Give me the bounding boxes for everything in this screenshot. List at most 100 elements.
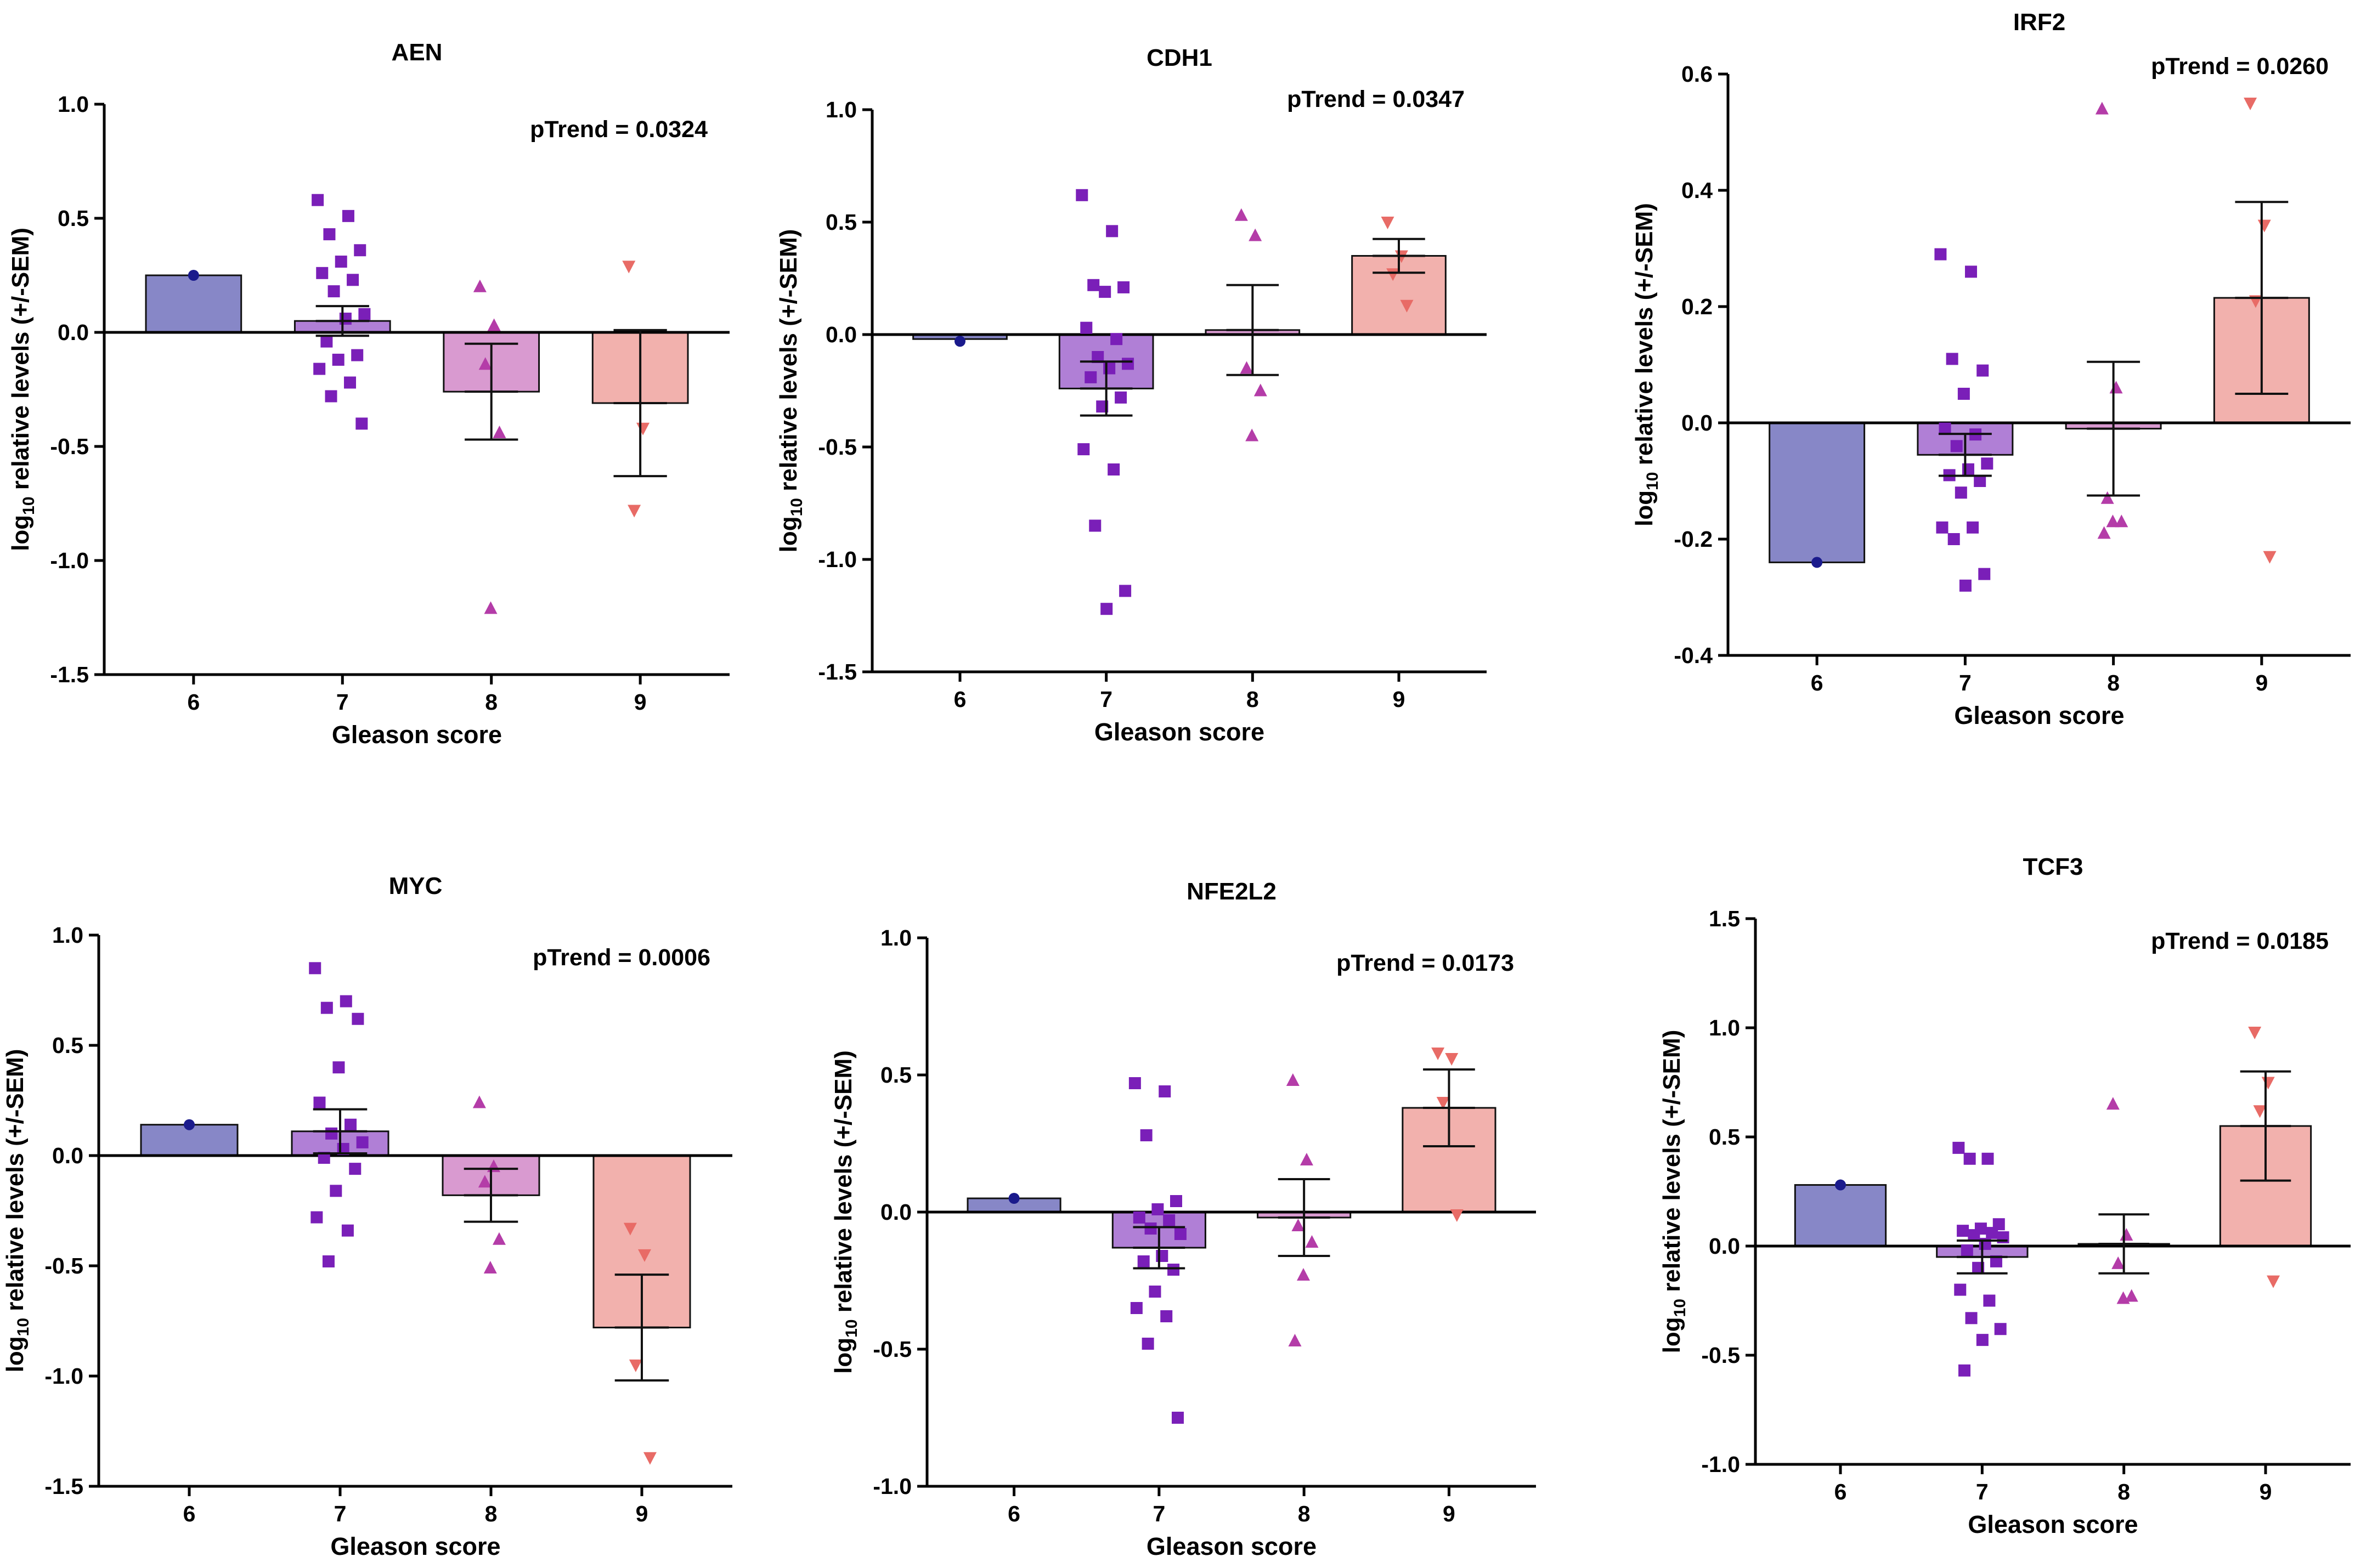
data-point-gleason-8	[2115, 514, 2128, 528]
data-point-gleason-7	[1990, 1255, 2002, 1267]
data-point-gleason-8	[1240, 361, 1253, 374]
data-point-gleason-7	[1128, 1077, 1141, 1089]
x-tick-label: 7	[336, 689, 349, 715]
data-point-gleason-7	[310, 1211, 323, 1224]
y-axis-label: log10 relative levels (+/-SEM)	[1631, 203, 1662, 527]
chart-title: IRF2	[2013, 9, 2065, 36]
data-point-gleason-7	[1163, 1214, 1176, 1226]
data-point-gleason-9	[1400, 299, 1414, 313]
data-point-gleason-7	[327, 285, 340, 298]
data-point-gleason-7	[1981, 1152, 1994, 1165]
data-point-gleason-7	[342, 210, 354, 222]
data-point-gleason-7	[1976, 364, 1989, 377]
error-bar-gleason-9	[2235, 201, 2289, 395]
error-bar-gleason-8	[1278, 1178, 1330, 1257]
data-point-gleason-7	[318, 1152, 330, 1164]
data-point-gleason-7	[1160, 1310, 1173, 1322]
error-bar-gleason-8	[465, 342, 518, 441]
data-point-gleason-7	[354, 244, 366, 257]
data-point-gleason-8	[1288, 1334, 1302, 1346]
chart-title: NFE2L2	[1187, 878, 1277, 905]
data-point-gleason-7	[1974, 475, 1986, 487]
data-point-gleason-9	[643, 1452, 657, 1465]
data-point-gleason-9	[2253, 1105, 2267, 1118]
data-point-gleason-7	[320, 1001, 333, 1014]
data-point-gleason-8	[478, 357, 492, 370]
data-point-gleason-7	[351, 349, 364, 361]
error-bar-gleason-7	[1080, 360, 1133, 417]
y-tick-label: 0.0	[1681, 410, 1713, 435]
data-point-gleason-7	[1954, 1283, 1967, 1296]
error-bar-gleason-7	[1957, 1239, 2008, 1275]
data-point-gleason-8	[2120, 1228, 2133, 1241]
y-tick-label: 0.5	[826, 210, 857, 235]
data-point-gleason-7	[1968, 1229, 1980, 1242]
data-point-gleason-6	[1008, 1193, 1020, 1204]
data-point-gleason-9	[622, 261, 636, 274]
data-point-gleason-7	[1115, 391, 1127, 404]
error-bar-gleason-7	[1938, 433, 1992, 477]
data-point-gleason-7	[1986, 1227, 1998, 1239]
data-point-gleason-9	[2261, 1077, 2275, 1090]
data-point-gleason-7	[1149, 1286, 1161, 1298]
error-bar-gleason-7	[1133, 1226, 1185, 1270]
ptrend-label: pTrend = 0.0324	[530, 116, 708, 143]
chart-panel-nfe2l2: NFE2L2 pTrend = 0.0173 -1.0 -0.5 0.0 0.5 1.0 6 7…	[830, 878, 1536, 1560]
x-axis-label: Gleason score	[332, 721, 502, 749]
data-point-gleason-7	[1087, 279, 1100, 291]
y-tick-label: 1.0	[1709, 1015, 1740, 1040]
y-tick-label: -1.0	[44, 1363, 83, 1389]
x-tick-label: 6	[1834, 1479, 1847, 1504]
data-point-gleason-7	[1167, 1264, 1180, 1276]
data-point-gleason-9	[2244, 98, 2257, 110]
chart-title: TCF3	[2023, 853, 2083, 880]
y-tick-label: -0.5	[873, 1337, 912, 1362]
y-axis-label: log10 relative levels (+/-SEM)	[1658, 1030, 1689, 1354]
data-point-gleason-9	[623, 1222, 637, 1236]
y-tick-label: 0.0	[880, 1199, 912, 1225]
y-tick-label: -0.4	[1674, 643, 1713, 668]
data-point-gleason-8	[2097, 526, 2111, 539]
ptrend-label: pTrend = 0.0173	[1336, 950, 1514, 976]
data-point-gleason-7	[1103, 362, 1116, 375]
data-point-gleason-7	[1089, 519, 1102, 532]
data-point-gleason-7	[1099, 286, 1111, 298]
y-tick-label: 1.5	[1709, 906, 1740, 931]
y-tick-label: -1.5	[50, 662, 89, 687]
data-point-gleason-9	[2267, 1275, 2280, 1288]
data-point-gleason-7	[1967, 521, 1979, 534]
data-point-gleason-8	[472, 1095, 486, 1108]
data-point-gleason-7	[1140, 1129, 1153, 1141]
x-tick-label: 9	[2255, 670, 2268, 695]
data-point-gleason-9	[629, 1359, 642, 1372]
x-axis-label: Gleason score	[1147, 1532, 1317, 1560]
y-tick-label: -0.5	[44, 1253, 83, 1278]
data-point-gleason-8	[487, 318, 501, 331]
data-point-gleason-8	[1291, 1219, 1305, 1231]
data-point-gleason-7	[1110, 333, 1123, 346]
y-tick-label: 0.2	[1681, 294, 1713, 319]
data-point-gleason-7	[1100, 603, 1113, 615]
data-point-gleason-7	[340, 995, 352, 1007]
data-point-gleason-8	[2125, 1289, 2138, 1302]
data-point-gleason-6	[184, 1119, 195, 1130]
data-point-gleason-8	[484, 601, 498, 614]
data-point-gleason-7	[339, 313, 352, 325]
data-point-gleason-9	[1445, 1053, 1459, 1066]
data-point-gleason-7	[355, 417, 368, 430]
data-point-gleason-8	[473, 279, 487, 292]
x-axis-label: Gleason score	[1968, 1510, 2138, 1538]
y-axis-label: log10 relative levels (+/-SEM)	[7, 228, 38, 551]
data-point-gleason-7	[1174, 1228, 1187, 1240]
data-point-gleason-7	[1080, 321, 1093, 334]
error-bar-gleason-9	[613, 329, 667, 478]
x-tick-label: 9	[2260, 1479, 2272, 1504]
error-bar-gleason-9	[2240, 1070, 2291, 1182]
data-point-gleason-9	[1436, 1097, 1450, 1110]
data-point-gleason-7	[332, 353, 344, 366]
data-point-gleason-8	[493, 426, 506, 439]
data-point-gleason-7	[330, 1185, 342, 1197]
data-point-gleason-7	[1962, 463, 1974, 476]
data-point-gleason-7	[347, 274, 359, 286]
x-tick-label: 8	[1298, 1501, 1311, 1526]
